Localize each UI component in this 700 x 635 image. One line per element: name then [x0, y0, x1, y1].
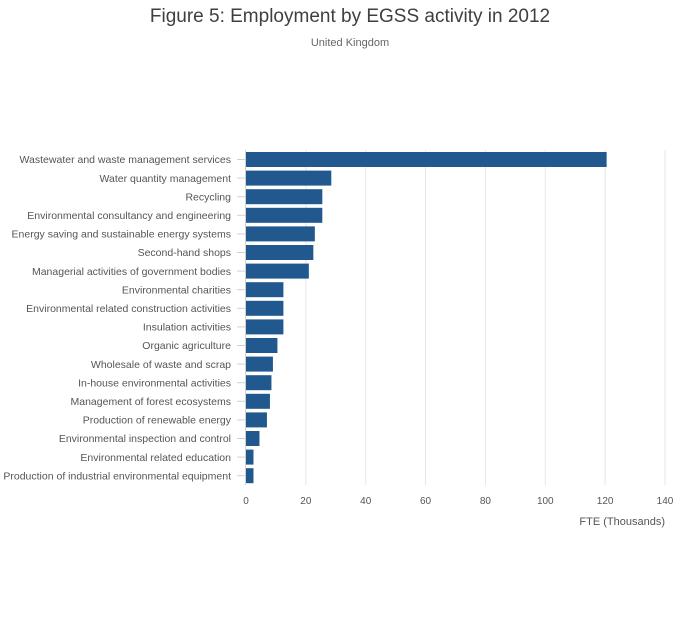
x-axis-title: FTE (Thousands) [579, 516, 665, 528]
bar [246, 412, 267, 428]
category-label: Organic agriculture [142, 340, 231, 352]
x-tick-label: 80 [480, 496, 492, 507]
category-label: Recycling [185, 191, 231, 203]
bar [246, 431, 260, 446]
bar [246, 245, 314, 260]
category-label: Environmental charities [122, 284, 231, 296]
category-label: Production of industrial environmental e… [3, 470, 231, 482]
bar [246, 393, 270, 409]
bar [246, 189, 323, 205]
bars [246, 152, 607, 484]
bar [246, 375, 272, 391]
category-label: Environmental related education [80, 452, 231, 464]
bar [246, 449, 254, 465]
category-label: Managerial activities of government bodi… [32, 266, 231, 278]
category-label: Environmental related construction activ… [26, 303, 231, 315]
chart-title: Figure 5: Employment by EGSS activity in… [149, 6, 551, 27]
bar [246, 226, 315, 242]
bar [246, 152, 607, 167]
bar [246, 263, 309, 279]
x-tick-label: 140 [657, 496, 674, 507]
category-label: Water quantity management [99, 173, 231, 185]
gridlines [237, 150, 666, 485]
x-tick-label: 40 [360, 496, 372, 507]
category-label: Environmental consultancy and engineerin… [27, 210, 231, 222]
category-label: Wholesale of waste and scrap [91, 359, 231, 371]
bar [246, 170, 332, 186]
chart-subtitle: United Kingdom [310, 37, 390, 49]
bar [246, 356, 273, 372]
category-label: Energy saving and sustainable energy sys… [12, 229, 231, 241]
x-tick-label: 0 [243, 496, 249, 507]
category-label: Second-hand shops [138, 247, 231, 259]
x-tick-label: 120 [597, 496, 614, 507]
bar [246, 468, 254, 484]
category-label: Insulation activities [143, 322, 231, 334]
x-tick-label: 20 [300, 496, 312, 507]
category-label: Management of forest ecosystems [71, 396, 232, 408]
category-label: Wastewater and waste management services [20, 154, 231, 166]
category-labels: Wastewater and waste management services… [3, 154, 231, 482]
bar [246, 207, 323, 223]
bar [246, 300, 284, 316]
x-tick-labels: 0 20 40 60 80 100 120 140 [243, 496, 674, 507]
bar [246, 338, 278, 353]
x-tick-label: 60 [420, 496, 432, 507]
category-label: Environmental inspection and control [59, 433, 231, 445]
x-tick-label: 100 [537, 496, 554, 507]
bar [246, 282, 284, 298]
bar [246, 319, 284, 335]
category-label: In-house environmental activities [78, 377, 231, 389]
category-label: Production of renewable energy [83, 415, 232, 427]
